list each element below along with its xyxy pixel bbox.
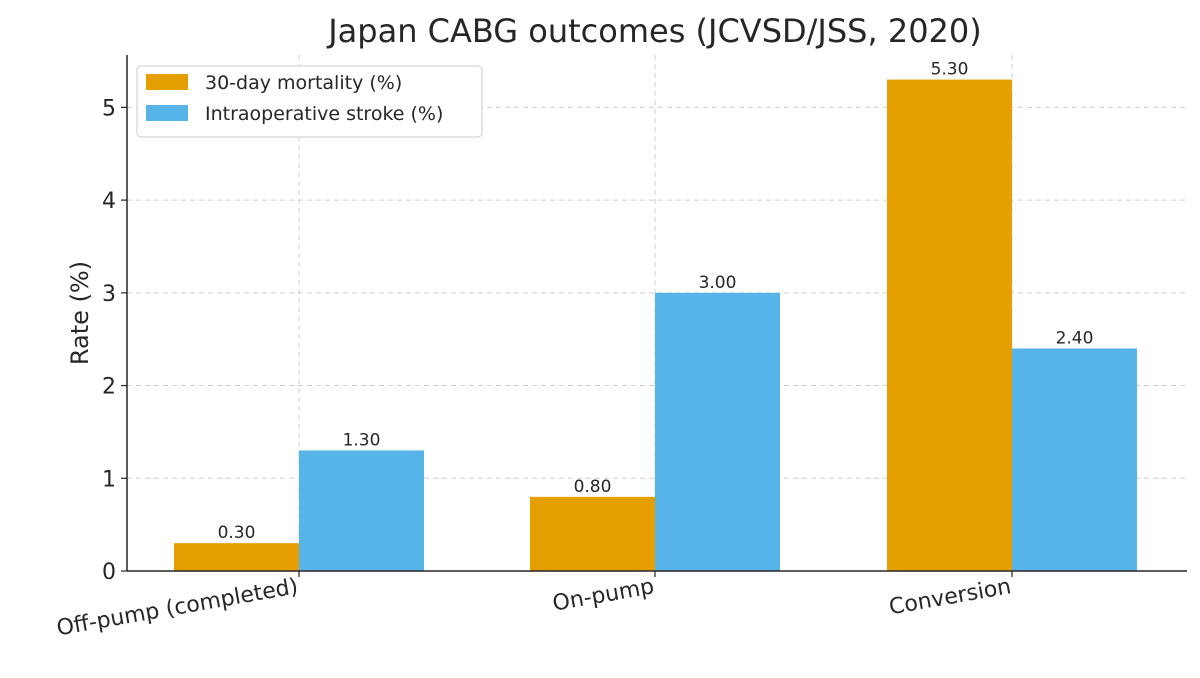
y-tick-label: 0: [102, 560, 116, 585]
x-tick-label: On-pump: [551, 574, 656, 616]
y-tick-label: 1: [102, 467, 116, 492]
bar: [530, 496, 655, 571]
bar-value-label: 1.30: [343, 430, 381, 450]
bar: [299, 450, 424, 571]
bar: [1012, 348, 1137, 571]
legend-label: Intraoperative stroke (%): [205, 103, 443, 125]
bar: [655, 292, 780, 571]
y-tick-label: 3: [102, 282, 116, 307]
x-ticks: Off-pump (completed) On-pump Conversion: [55, 571, 1013, 641]
bar-value-label: 3.00: [699, 273, 737, 293]
axes: [126, 55, 1187, 572]
bar: [887, 79, 1012, 572]
y-ticks: 0 1 2 3 4 5: [102, 96, 127, 585]
legend: 30-day mortality (%) Intraoperative strok…: [136, 65, 483, 138]
legend-label: 30-day mortality (%): [205, 72, 402, 94]
chart-title: Japan CABG outcomes (JCVSD/JSS, 2020): [326, 12, 982, 50]
y-tick-label: 5: [102, 96, 116, 121]
bar-value-label: 5.30: [931, 60, 969, 80]
y-axis-label: Rate (%): [66, 261, 94, 365]
x-tick-label: Conversion: [887, 574, 1013, 620]
legend-swatch: [146, 74, 188, 90]
legend-swatch: [146, 105, 188, 121]
bar: [174, 543, 299, 571]
bars: [174, 79, 1137, 572]
bar-value-label: 0.30: [218, 523, 256, 543]
x-tick-label: Off-pump (completed): [55, 574, 300, 641]
legend-box: [136, 65, 483, 138]
y-tick-label: 4: [102, 189, 116, 214]
y-tick-label: 2: [102, 375, 116, 400]
value-labels: 0.30 0.80 5.30 1.30 3.00 2.40: [218, 60, 1094, 544]
bar-value-label: 0.80: [574, 477, 612, 497]
bar-value-label: 2.40: [1056, 328, 1094, 348]
